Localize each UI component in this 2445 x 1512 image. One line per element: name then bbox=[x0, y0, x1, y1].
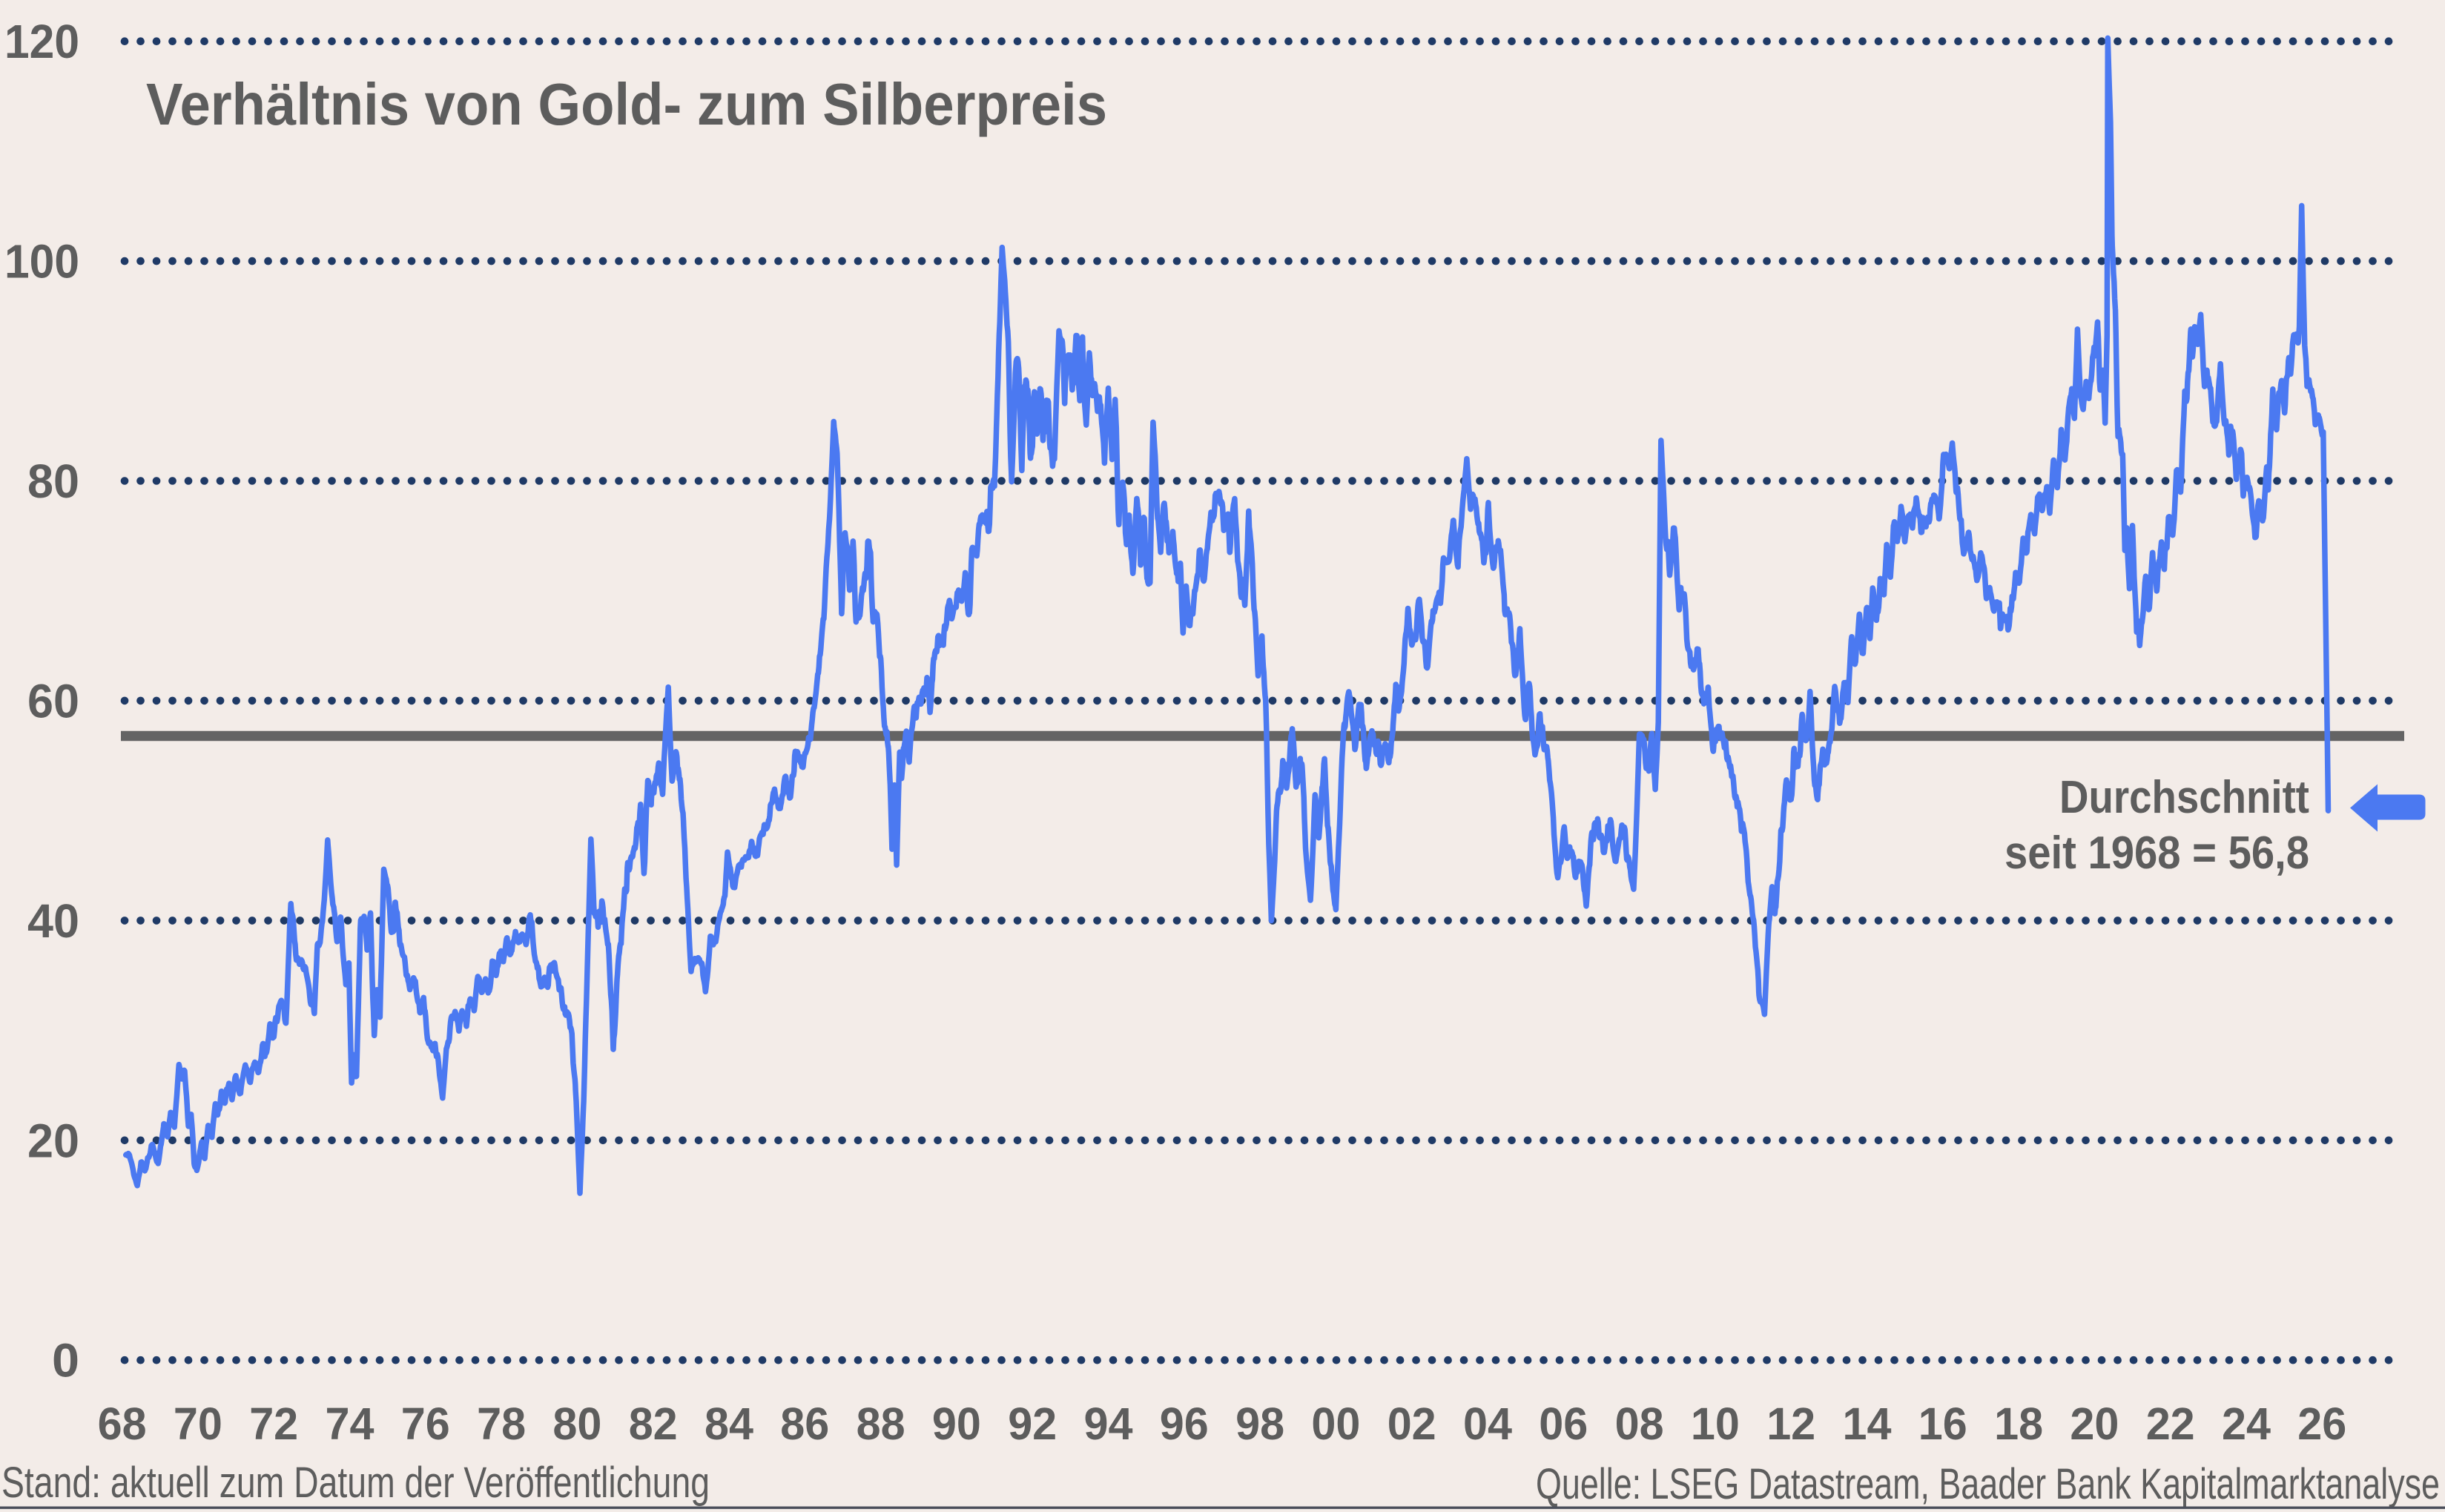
svg-text:68: 68 bbox=[98, 1399, 147, 1449]
svg-text:20: 20 bbox=[27, 1114, 79, 1167]
svg-text:02: 02 bbox=[1388, 1399, 1436, 1449]
svg-text:60: 60 bbox=[27, 674, 79, 727]
svg-text:90: 90 bbox=[932, 1399, 981, 1449]
svg-text:94: 94 bbox=[1084, 1399, 1133, 1449]
svg-text:seit 1968 = 56,8: seit 1968 = 56,8 bbox=[2004, 828, 2309, 879]
svg-text:00: 00 bbox=[1311, 1399, 1360, 1449]
svg-text:80: 80 bbox=[27, 455, 79, 508]
svg-text:76: 76 bbox=[401, 1399, 450, 1449]
svg-text:12: 12 bbox=[1766, 1399, 1815, 1449]
svg-text:Quelle: LSEG Datastream, Baade: Quelle: LSEG Datastream, Baader Bank Kap… bbox=[1536, 1460, 2440, 1508]
svg-text:96: 96 bbox=[1160, 1399, 1209, 1449]
svg-text:Verhältnis von Gold- zum Silbe: Verhältnis von Gold- zum Silberpreis bbox=[146, 71, 1107, 137]
svg-text:88: 88 bbox=[857, 1399, 905, 1449]
svg-text:70: 70 bbox=[174, 1399, 222, 1449]
svg-text:14: 14 bbox=[1843, 1399, 1892, 1449]
svg-text:92: 92 bbox=[1008, 1399, 1057, 1449]
svg-text:120: 120 bbox=[4, 15, 79, 68]
svg-text:Durchschnitt: Durchschnitt bbox=[2059, 772, 2309, 823]
svg-text:80: 80 bbox=[552, 1399, 601, 1449]
svg-text:04: 04 bbox=[1463, 1399, 1512, 1449]
svg-text:06: 06 bbox=[1539, 1399, 1588, 1449]
svg-text:24: 24 bbox=[2222, 1399, 2271, 1449]
svg-text:Stand: aktuell zum Datum der V: Stand: aktuell zum Datum der Veröffentli… bbox=[1, 1459, 710, 1507]
svg-text:98: 98 bbox=[1235, 1399, 1284, 1449]
svg-text:26: 26 bbox=[2297, 1399, 2346, 1449]
svg-text:100: 100 bbox=[4, 235, 79, 288]
svg-text:16: 16 bbox=[1918, 1399, 1967, 1449]
svg-text:84: 84 bbox=[705, 1399, 753, 1449]
svg-text:22: 22 bbox=[2146, 1399, 2195, 1449]
svg-text:10: 10 bbox=[1691, 1399, 1740, 1449]
svg-text:78: 78 bbox=[477, 1399, 526, 1449]
svg-text:20: 20 bbox=[2070, 1399, 2119, 1449]
svg-text:72: 72 bbox=[249, 1399, 298, 1449]
svg-text:40: 40 bbox=[27, 894, 79, 948]
svg-text:74: 74 bbox=[326, 1399, 374, 1449]
svg-text:82: 82 bbox=[629, 1399, 678, 1449]
svg-text:18: 18 bbox=[1994, 1399, 2043, 1449]
svg-text:0: 0 bbox=[52, 1334, 79, 1387]
svg-text:08: 08 bbox=[1615, 1399, 1664, 1449]
svg-text:86: 86 bbox=[780, 1399, 829, 1449]
